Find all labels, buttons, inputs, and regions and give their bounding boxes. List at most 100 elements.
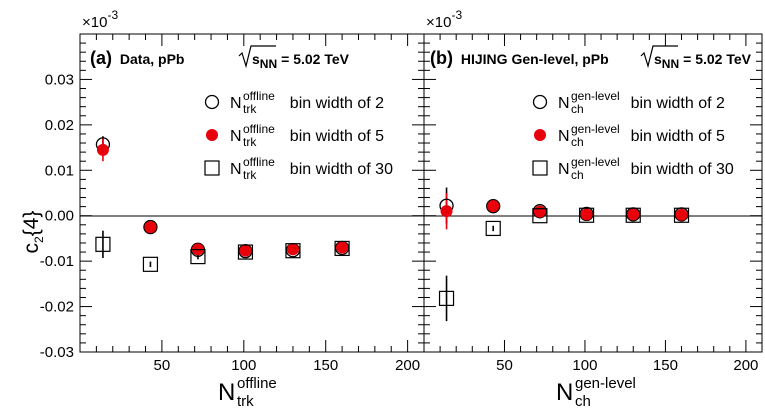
data-point-open-square <box>532 208 548 224</box>
x-tick-label: 50 <box>154 357 171 374</box>
panel-b-frame <box>423 33 763 353</box>
legend-label: bin width of 30 <box>631 161 734 178</box>
data-point-open-square <box>578 207 595 223</box>
series-markers-filled-circle <box>96 143 349 257</box>
legend-subscript: trk <box>243 168 257 182</box>
series-open-square <box>102 230 343 268</box>
svg-text:sNN= 5.02 TeV: sNN = 5.02 TeV <box>252 51 350 71</box>
x-tick-label: 200 <box>733 357 758 374</box>
series-open-circle <box>102 136 343 255</box>
panel-b-scale-note: ×10-3 <box>426 8 462 31</box>
x-tick-label: 150 <box>653 357 678 374</box>
panel-b-energy-label: sNN = 5.02 TeV <box>640 45 752 71</box>
series-markers-filled-circle <box>440 200 688 221</box>
svg-text:N: N <box>556 379 573 406</box>
legend-label: bin width of 2 <box>290 95 384 112</box>
series-open-square <box>445 211 683 322</box>
panel-a-sqrt-sign <box>238 45 276 69</box>
data-point-open-square <box>625 207 641 223</box>
series-markers-open-square <box>95 236 350 272</box>
data-point-filled-circle <box>487 200 500 213</box>
panel-a-scale-note: ×10-3 <box>82 8 118 31</box>
panel-b-sqrt-sign <box>640 45 678 69</box>
data-point-open-square <box>285 243 301 259</box>
legend-superscript: gen-level <box>571 155 620 169</box>
y-tick-label: -0.02 <box>40 299 74 316</box>
data-point-open-square <box>237 244 254 260</box>
svg-text:trk: trk <box>237 393 254 410</box>
legend-symbol: N <box>230 161 242 178</box>
legend-superscript: offline <box>243 155 275 169</box>
data-point-open-square <box>95 236 111 252</box>
panel-b-x-axis-label: N gen-level ch <box>556 375 636 410</box>
legend-marker-filled-circle <box>534 129 546 141</box>
x-tick-label: 150 <box>313 357 338 374</box>
svg-text:sNN= 5.02 TeV: sNN = 5.02 TeV <box>654 51 752 71</box>
panel-a-label: (a) <box>90 48 112 68</box>
data-point-filled-circle <box>144 221 157 234</box>
legend-subscript: ch <box>571 135 584 149</box>
legend-marker-filled-circle <box>206 129 218 141</box>
legend-subscript: trk <box>243 135 257 149</box>
y-tick-label: 0.01 <box>45 162 74 179</box>
panel-a-marks: 50 100 150 200 -0.03 -0.02 -0.01 0.00 0.01 0.02 0.… <box>40 33 424 374</box>
data-point-filled-circle <box>96 143 109 156</box>
svg-text:offline: offline <box>237 375 277 392</box>
y-tick-label: -0.01 <box>40 253 74 270</box>
y-tick-label: 0.00 <box>45 208 74 225</box>
svg-text:gen-level: gen-level <box>575 375 636 392</box>
series-markers-open-circle <box>439 198 689 222</box>
legend-symbol: N <box>230 95 242 112</box>
data-point-open-square <box>190 249 206 265</box>
data-point-open-square <box>485 220 501 237</box>
legend-symbol: N <box>230 128 242 145</box>
data-point-open-square <box>142 256 159 272</box>
data-point-filled-circle <box>440 205 453 218</box>
panel-a-energy-label: sNN = 5.02 TeV <box>238 45 350 71</box>
data-point-filled-circle <box>239 244 252 257</box>
y-tick-label: 0.02 <box>45 117 74 134</box>
legend-marker-open-circle <box>532 94 548 110</box>
data-point-open-square <box>438 290 455 306</box>
legend-subscript: ch <box>571 102 584 116</box>
panel-a-x-axis-label: N offline trk <box>218 375 277 410</box>
chart-marks: 50 100 150 200 -0.03 -0.02 -0.01 0.00 0.01 0.02 0.… <box>40 33 762 374</box>
legend-symbol: N <box>558 128 570 145</box>
data-point-filled-circle <box>336 241 349 254</box>
legend-label: bin width of 5 <box>290 128 384 145</box>
x-tick-label: 200 <box>395 357 420 374</box>
series-filled-circle <box>445 193 683 230</box>
series-markers-open-circle <box>95 137 350 259</box>
legend-marker-open-square <box>532 160 548 176</box>
legend-label: bin width of 5 <box>631 128 725 145</box>
legend-marker-open-square <box>204 160 220 176</box>
legend-label: bin width of 2 <box>631 95 725 112</box>
y-axis-label: c2{4} <box>20 211 46 254</box>
series-markers-open-square <box>438 207 690 306</box>
legend-label: bin width of 30 <box>290 161 393 178</box>
x-tick-label: 50 <box>496 357 513 374</box>
legend-symbol: N <box>558 95 570 112</box>
legend-symbol: N <box>558 161 570 178</box>
legend-superscript: gen-level <box>571 89 620 103</box>
data-point-filled-circle <box>627 208 640 221</box>
legend-marker-open-circle <box>204 94 220 110</box>
panel-a-title: (a) Data, pPb <box>90 48 184 68</box>
y-tick-label: -0.03 <box>40 344 74 361</box>
data-point-open-circle <box>486 199 501 214</box>
panel-b-label: (b) <box>430 48 453 68</box>
svg-text:ch: ch <box>575 393 591 410</box>
panel-a-frame <box>79 33 425 353</box>
legend-superscript: gen-level <box>571 122 620 136</box>
data-point-filled-circle <box>675 208 688 221</box>
data-point-filled-circle <box>533 205 546 218</box>
x-tick-label: 100 <box>572 357 597 374</box>
legend-superscript: offline <box>243 122 275 136</box>
